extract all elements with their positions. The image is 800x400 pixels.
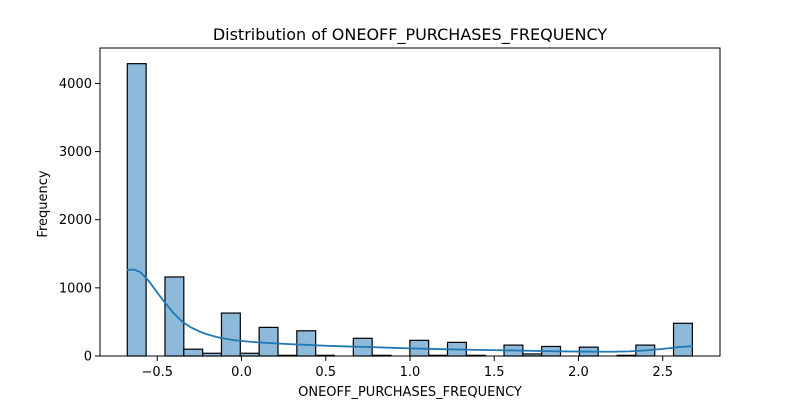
chart-title: Distribution of ONEOFF_PURCHASES_FREQUEN… <box>213 25 608 45</box>
y-tick-label: 0 <box>84 350 92 365</box>
histogram-bar <box>296 330 317 357</box>
histogram-bar <box>220 312 241 357</box>
histogram-bar <box>164 276 185 357</box>
y-axis-label: Frequency <box>36 170 51 237</box>
kde-curve-group <box>126 268 694 353</box>
x-axis-label: ONEOFF_PURCHASES_FREQUENCY <box>298 385 522 400</box>
x-axis-ticks: −0.5 0.0 0.5 1.0 1.5 2.0 2.5 <box>141 356 673 380</box>
x-tick-label: 2.0 <box>568 365 589 380</box>
histogram-bar <box>183 348 204 357</box>
y-tick-label: 1000 <box>59 281 92 296</box>
y-tick-label: 2000 <box>59 213 92 228</box>
histogram-bars <box>126 63 693 357</box>
y-tick-label: 3000 <box>59 145 92 160</box>
plot-area-frame <box>99 47 721 357</box>
x-tick-label: 1.0 <box>400 365 421 380</box>
histogram-bar <box>126 63 147 357</box>
x-tick-label: 0.5 <box>315 365 336 380</box>
y-tick-label: 4000 <box>59 77 92 92</box>
x-tick-label: −0.5 <box>141 365 173 380</box>
kde-curve <box>126 268 694 353</box>
histogram-bar <box>672 322 693 357</box>
x-tick-label: 2.5 <box>652 365 673 380</box>
x-tick-label: 1.5 <box>484 365 505 380</box>
x-tick-label: 0.0 <box>231 365 252 380</box>
y-axis-ticks: 0 1000 2000 3000 4000 <box>59 77 100 365</box>
